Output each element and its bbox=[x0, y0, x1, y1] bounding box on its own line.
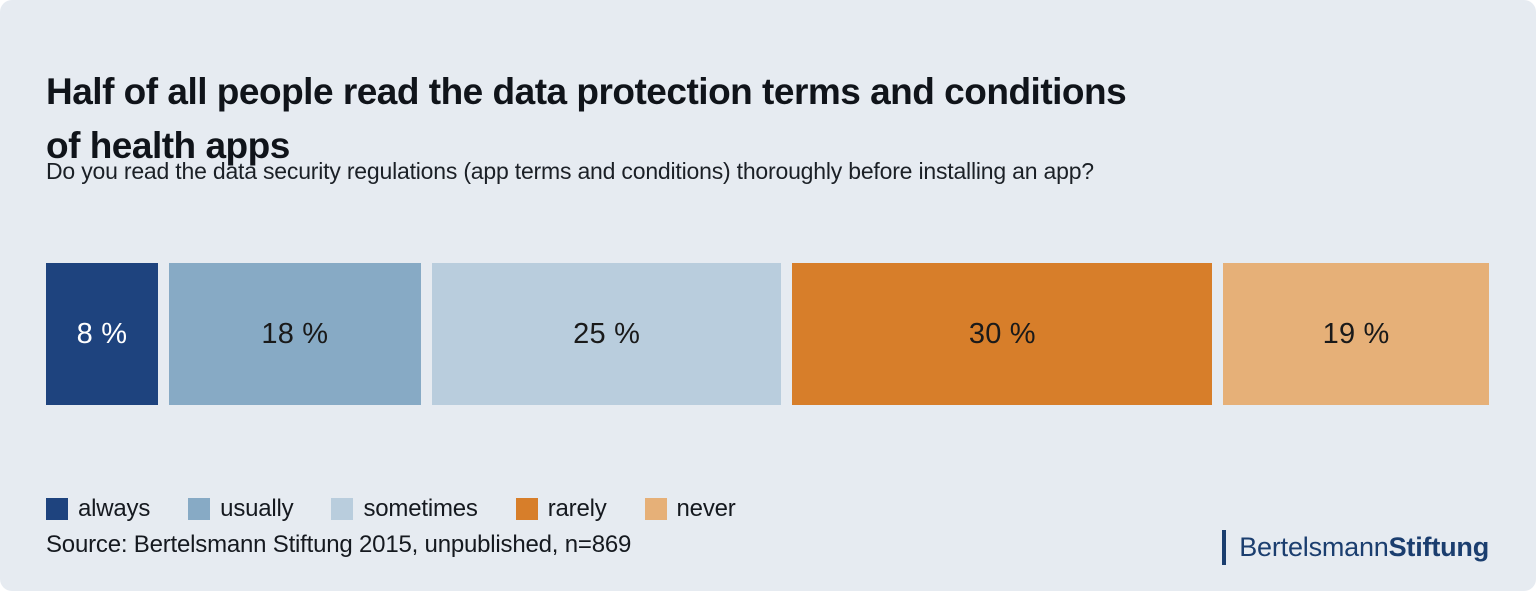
legend-item-usually: usually bbox=[188, 495, 294, 523]
legend-swatch-sometimes bbox=[331, 498, 354, 520]
segment-value-label: 8 % bbox=[76, 317, 128, 350]
bar-segment-usually: 18 % bbox=[168, 263, 421, 405]
segment-value-label: 19 % bbox=[1322, 317, 1390, 350]
bar-segment-always: 8 % bbox=[46, 263, 158, 405]
legend-label: never bbox=[676, 495, 736, 522]
title-line-1: Half of all people read the data protect… bbox=[46, 70, 1127, 112]
segment-value-label: 30 % bbox=[968, 317, 1036, 350]
legend-item-never: never bbox=[644, 495, 736, 523]
bar-segment-rarely: 30 % bbox=[792, 263, 1213, 405]
bar-chart: 8 % 18 % 25 % 30 % 19 % bbox=[46, 263, 1489, 405]
chart-subtitle: Do you read the data security regulation… bbox=[46, 158, 1094, 184]
brand-name-bold: Stiftung bbox=[1388, 532, 1490, 562]
chart-legend: always usually sometimes rarely never bbox=[46, 495, 736, 523]
legend-label: always bbox=[78, 495, 151, 522]
brand-logo-text: BertelsmannStiftung bbox=[1239, 532, 1489, 563]
bar-segment-never: 19 % bbox=[1223, 263, 1489, 405]
title-line-2: of health apps bbox=[46, 124, 290, 166]
legend-label: rarely bbox=[547, 495, 607, 522]
page-title: Half of all people read the data protect… bbox=[46, 65, 1127, 173]
legend-item-rarely: rarely bbox=[515, 495, 607, 523]
bar-segment-sometimes: 25 % bbox=[431, 263, 782, 405]
legend-swatch-always bbox=[46, 498, 68, 520]
legend-swatch-never bbox=[644, 498, 667, 520]
brand-name-regular: Bertelsmann bbox=[1239, 532, 1389, 562]
legend-item-sometimes: sometimes bbox=[331, 495, 478, 523]
segment-value-label: 25 % bbox=[573, 317, 641, 350]
legend-label: sometimes bbox=[363, 495, 478, 522]
legend-swatch-usually bbox=[188, 498, 211, 520]
brand-logo: BertelsmannStiftung bbox=[1222, 530, 1489, 565]
segment-value-label: 18 % bbox=[261, 317, 329, 350]
source-text: Source: Bertelsmann Stiftung 2015, unpub… bbox=[46, 531, 632, 558]
legend-swatch-rarely bbox=[515, 498, 538, 520]
legend-item-always: always bbox=[46, 495, 150, 523]
legend-label: usually bbox=[220, 495, 294, 522]
logo-divider-bar bbox=[1222, 530, 1227, 565]
